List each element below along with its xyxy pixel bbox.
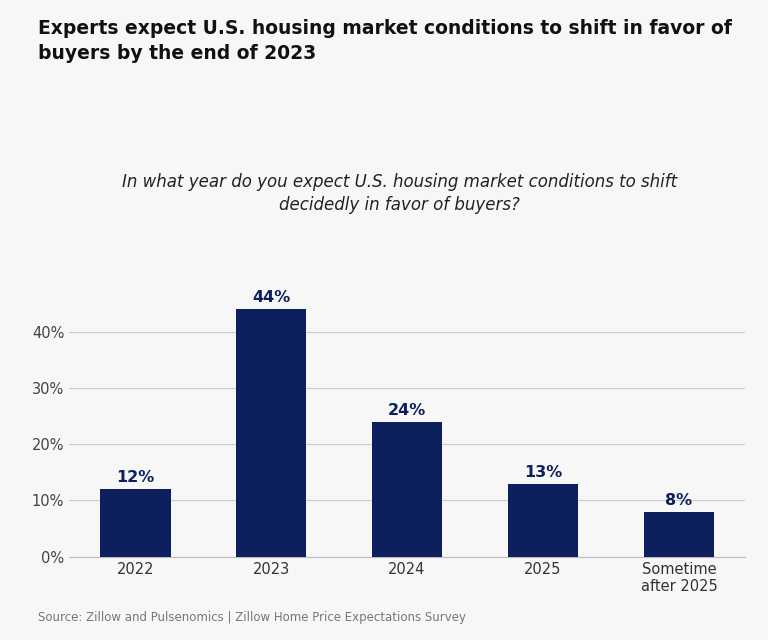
Text: In what year do you expect U.S. housing market conditions to shift
decidedly in : In what year do you expect U.S. housing … (122, 173, 677, 214)
Bar (236, 309, 306, 557)
Bar (508, 484, 578, 557)
Bar (100, 489, 170, 557)
Text: 13%: 13% (524, 465, 562, 479)
Text: 44%: 44% (252, 290, 290, 305)
Text: 8%: 8% (665, 493, 693, 508)
Text: Source: Zillow and Pulsenomics | Zillow Home Price Expectations Survey: Source: Zillow and Pulsenomics | Zillow … (38, 611, 466, 624)
Text: Experts expect U.S. housing market conditions to shift in favor of
buyers by the: Experts expect U.S. housing market condi… (38, 19, 732, 63)
Bar (644, 512, 714, 557)
Text: 24%: 24% (388, 403, 426, 418)
Text: 12%: 12% (116, 470, 154, 485)
Bar (372, 422, 442, 557)
